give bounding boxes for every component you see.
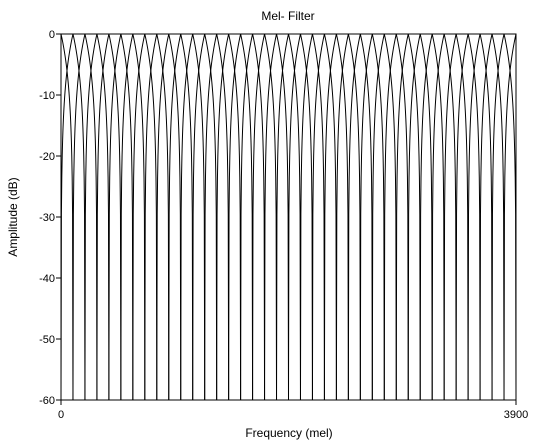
y-tick-label: -60 [39, 395, 55, 407]
y-tick-label: -40 [39, 273, 55, 285]
filter-curves [60, 33, 517, 401]
y-axis-label: Amplitude (dB) [6, 177, 20, 256]
y-tick-label: 0 [49, 29, 55, 41]
filter-curve-1 [60, 33, 74, 401]
x-axis-label: Frequency (mel) [245, 426, 332, 440]
x-tick-label: 0 [58, 409, 64, 421]
y-tick-label: -30 [39, 212, 55, 224]
plot-area [60, 33, 517, 401]
y-axis: 0 -10 -20 -30 -40 -50 -60 [39, 29, 61, 407]
x-axis: 0 3900 [58, 400, 528, 421]
y-tick-label: -20 [39, 151, 55, 163]
x-tick-label: 3900 [504, 409, 528, 421]
filter-curve-39 [503, 33, 517, 401]
y-tick-label: -50 [39, 334, 55, 346]
chart-title: Mel- Filter [261, 9, 314, 23]
y-tick-label: -10 [39, 90, 55, 102]
